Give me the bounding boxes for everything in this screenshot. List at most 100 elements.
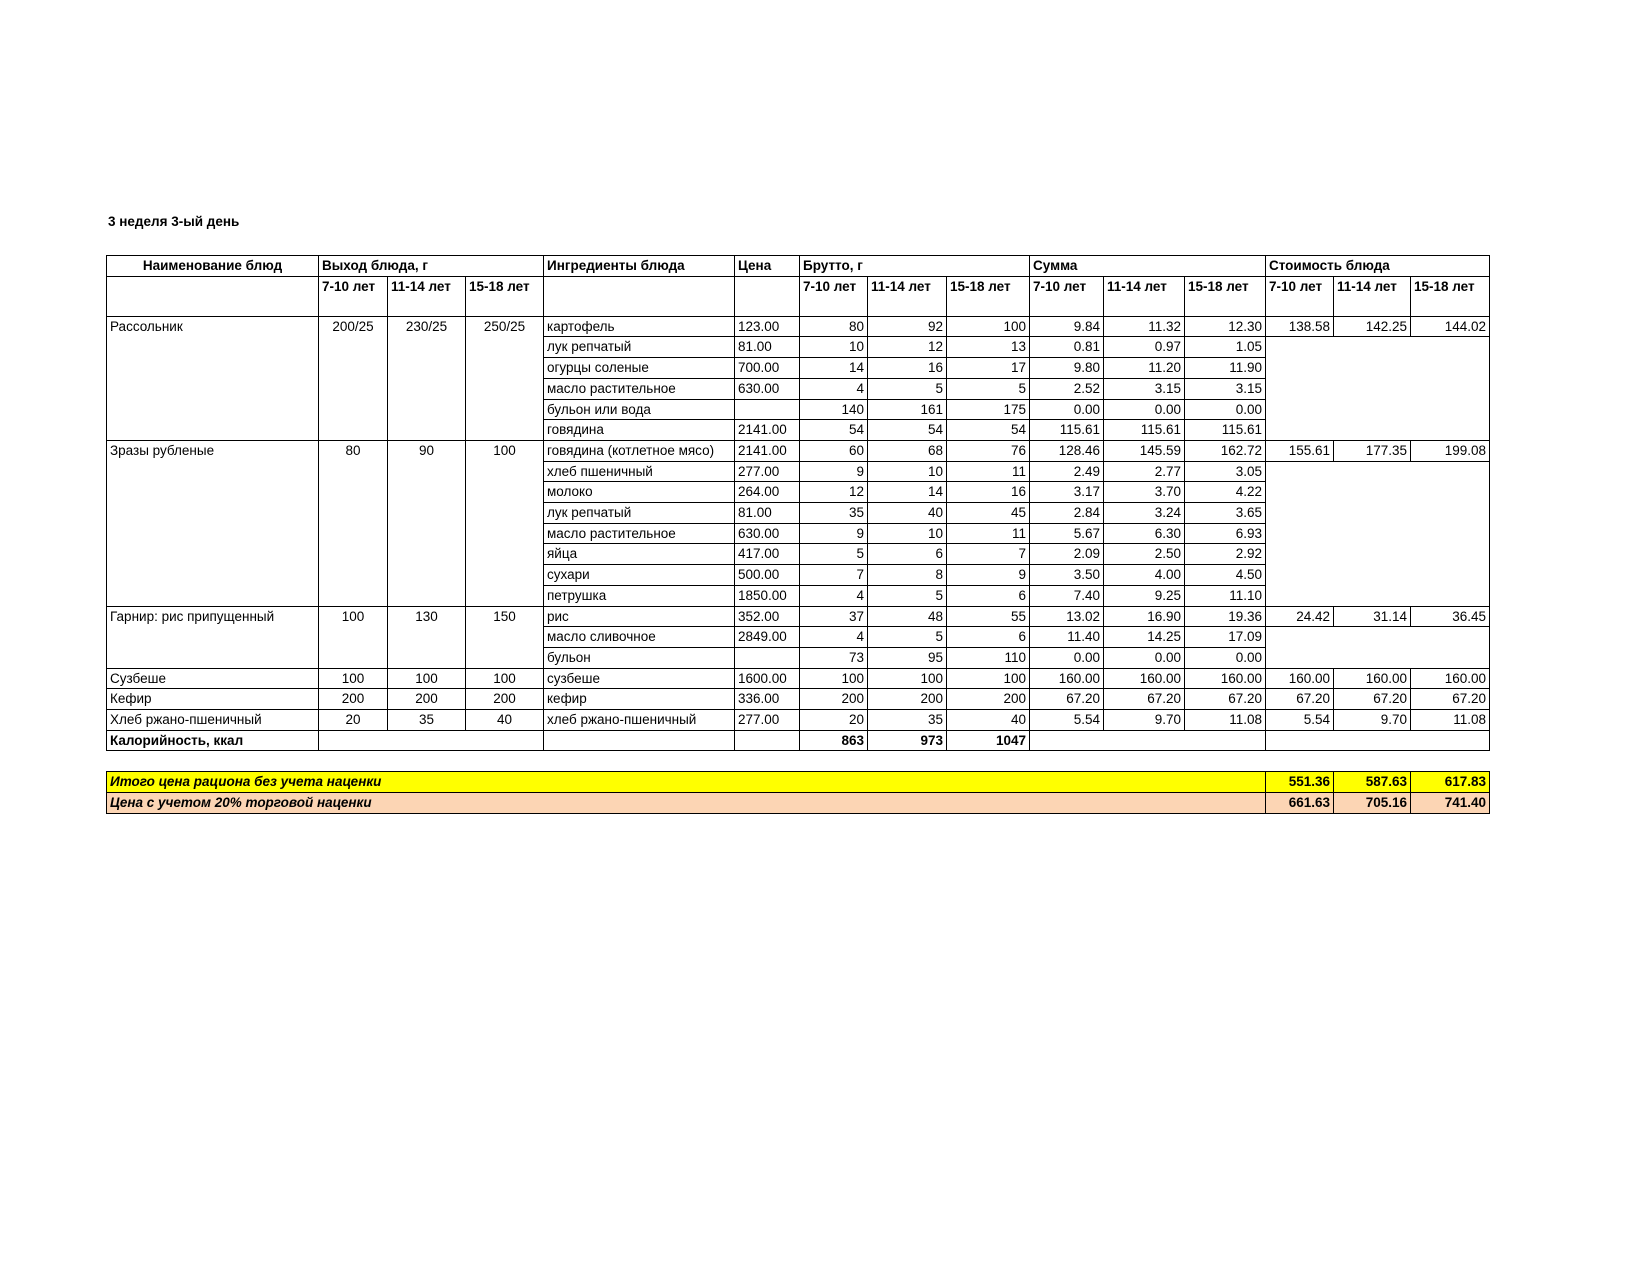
- dish-yield: 250/25: [465, 315, 544, 441]
- table-row: огурцы соленые 700.00 14 16 17 9.80 11.20 11.90: [107, 357, 1490, 379]
- age-header: 7-10 лет: [318, 275, 388, 317]
- dish-name: Рассольник: [106, 315, 319, 441]
- ingredient-sum: 160.00: [1184, 667, 1266, 690]
- table-row: Хлеб ржано-пшеничный 20 35 40 хлеб ржано-пше…: [106, 709, 1490, 731]
- age-header: 15-18 лет: [1184, 275, 1266, 317]
- table-row: яйца 417.00 5 6 7 2.09 2.50 2.92: [107, 543, 1490, 566]
- ingredient-price: 277.00: [734, 460, 800, 483]
- dish-yield: 100: [465, 439, 544, 607]
- ingredient-price: 123.00: [734, 315, 800, 338]
- dish-cost: 67.20: [1410, 688, 1490, 711]
- calories-label: Калорийность, ккал: [106, 729, 319, 752]
- ingredient-name: бульон: [543, 646, 735, 669]
- ingredient-sum: 4.50: [1184, 564, 1266, 586]
- calories-value: 1047: [946, 729, 1030, 752]
- dish-yield: 80: [318, 439, 388, 607]
- ingredient-sum: 0.00: [1103, 646, 1185, 669]
- gross-weight: 14: [867, 481, 947, 504]
- ingredient-price: 336.00: [734, 688, 800, 711]
- age-header: 11-14 лет: [1333, 275, 1411, 317]
- empty-cell: [1265, 336, 1490, 441]
- dish-cost: 31.14: [1333, 605, 1411, 628]
- table-row: сухари 500.00 7 8 9 3.50 4.00 4.50: [107, 564, 1490, 586]
- gross-weight: 10: [799, 336, 868, 359]
- ingredient-sum: 13.02: [1029, 605, 1104, 628]
- ingredient-sum: 6.93: [1184, 522, 1266, 545]
- dish-yield: 20: [318, 709, 388, 731]
- dish-cost: 67.20: [1333, 688, 1411, 711]
- gross-weight: 4: [799, 584, 868, 607]
- ingredient-price: 1850.00: [734, 584, 800, 607]
- age-header: 7-10 лет: [799, 275, 868, 317]
- gross-weight: 8: [867, 564, 947, 586]
- gross-weight: 40: [867, 502, 947, 524]
- gross-weight: 100: [799, 667, 868, 690]
- gross-weight: 10: [867, 522, 947, 545]
- ingredient-name: масло растительное: [543, 522, 735, 545]
- ingredient-sum: 0.00: [1029, 646, 1104, 669]
- gross-weight: 6: [867, 543, 947, 566]
- ingredient-price: 2849.00: [734, 626, 800, 648]
- gross-weight: 55: [946, 605, 1030, 628]
- header-cell: [106, 275, 319, 317]
- gross-weight: 45: [946, 502, 1030, 524]
- gross-weight: 6: [946, 626, 1030, 648]
- dish-yield: 200: [387, 688, 466, 711]
- ingredient-sum: 3.24: [1103, 502, 1185, 524]
- empty-cell: [318, 729, 544, 752]
- ingredient-name: масло растительное: [543, 377, 735, 400]
- ingredient-sum: 11.20: [1103, 357, 1185, 379]
- gross-weight: 4: [799, 377, 868, 400]
- empty-cell: [734, 729, 800, 752]
- gross-weight: 54: [867, 419, 947, 441]
- ingredient-sum: 0.81: [1029, 336, 1104, 359]
- dish-cost: 160.00: [1410, 667, 1490, 690]
- ingredient-sum: 5.54: [1029, 709, 1104, 731]
- ingredient-sum: 3.05: [1184, 460, 1266, 483]
- total-value: 551.36: [1265, 771, 1334, 793]
- ingredient-name: лук репчатый: [543, 336, 735, 359]
- total-value: 741.40: [1410, 791, 1490, 814]
- gross-weight: 175: [946, 398, 1030, 421]
- ingredient-sum: 3.70: [1103, 481, 1185, 504]
- gross-weight: 11: [946, 460, 1030, 483]
- ingredient-sum: 11.10: [1184, 584, 1266, 607]
- gross-weight: 100: [867, 667, 947, 690]
- dish-yield: 100: [465, 667, 544, 690]
- ingredient-sum: 162.72: [1184, 439, 1266, 462]
- age-header: 11-14 лет: [867, 275, 947, 317]
- dish-cost: 138.58: [1265, 315, 1334, 338]
- dish-yield: 40: [465, 709, 544, 731]
- empty-cell: [1265, 626, 1490, 669]
- ingredient-sum: 11.32: [1103, 315, 1185, 338]
- gross-weight: 68: [867, 439, 947, 462]
- gross-weight: 7: [799, 564, 868, 586]
- table-row: Зразы рубленые 80 90 100 говядина (котлетное…: [106, 439, 1490, 607]
- gross-weight: 73: [799, 646, 868, 669]
- dish-yield: 200/25: [318, 315, 388, 441]
- header-cell: [543, 275, 735, 317]
- ingredient-sum: 2.84: [1029, 502, 1104, 524]
- ingredient-name: лук репчатый: [543, 502, 735, 524]
- empty-cell: [543, 729, 735, 752]
- gross-weight: 13: [946, 336, 1030, 359]
- ingredient-name: огурцы соленые: [543, 357, 735, 379]
- ingredient-price: 1600.00: [734, 667, 800, 690]
- gross-weight: 161: [867, 398, 947, 421]
- gross-weight: 76: [946, 439, 1030, 462]
- ingredient-sum: 17.09: [1184, 626, 1266, 648]
- sheet-title: 3 неделя 3-ый день: [108, 214, 240, 229]
- table-row: Калорийность, ккал 863 973 1047: [106, 729, 1490, 752]
- header-cell: Выход блюда, г: [318, 255, 544, 277]
- table-row: Цена с учетом 20% торговой наценки 661.63…: [106, 791, 1490, 814]
- total-label: Цена с учетом 20% торговой наценки: [106, 791, 1266, 814]
- ingredient-sum: 12.30: [1184, 315, 1266, 338]
- gross-weight: 35: [799, 502, 868, 524]
- gross-weight: 7: [946, 543, 1030, 566]
- dish-yield: 200: [318, 688, 388, 711]
- dish-cost: 142.25: [1333, 315, 1411, 338]
- ingredient-sum: 2.77: [1103, 460, 1185, 483]
- ingredient-price: 277.00: [734, 709, 800, 731]
- ingredient-name: сузбеше: [543, 667, 735, 690]
- gross-weight: 95: [867, 646, 947, 669]
